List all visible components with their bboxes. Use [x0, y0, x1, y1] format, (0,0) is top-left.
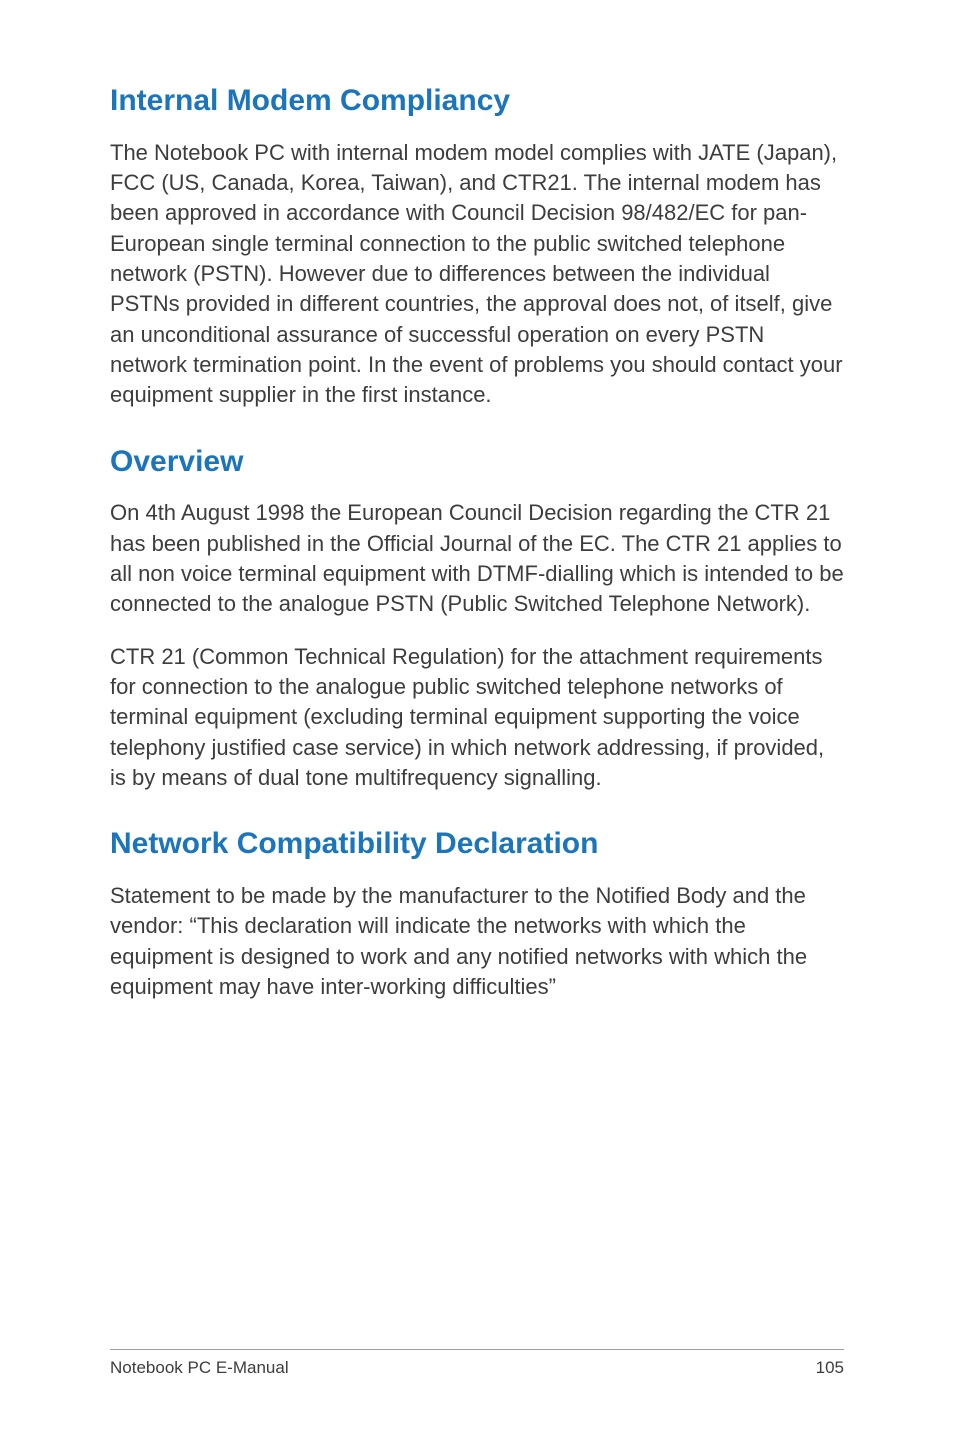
heading-overview: Overview [110, 443, 844, 481]
footer-title: Notebook PC E-Manual [110, 1358, 289, 1378]
page-footer: Notebook PC E-Manual 105 [110, 1349, 844, 1378]
para-overview-2: CTR 21 (Common Technical Regulation) for… [110, 642, 844, 794]
para-network-compatibility-declaration: Statement to be made by the manufacturer… [110, 881, 844, 1002]
heading-network-compatibility-declaration: Network Compatibility Declaration [110, 825, 844, 863]
footer-page-number: 105 [816, 1358, 844, 1378]
para-internal-modem-compliancy: The Notebook PC with internal modem mode… [110, 138, 844, 411]
section-spacer [110, 433, 844, 443]
page-container: Internal Modem Compliancy The Notebook P… [0, 0, 954, 1438]
heading-internal-modem-compliancy: Internal Modem Compliancy [110, 82, 844, 120]
section-spacer [110, 815, 844, 825]
para-overview-1: On 4th August 1998 the European Council … [110, 498, 844, 619]
